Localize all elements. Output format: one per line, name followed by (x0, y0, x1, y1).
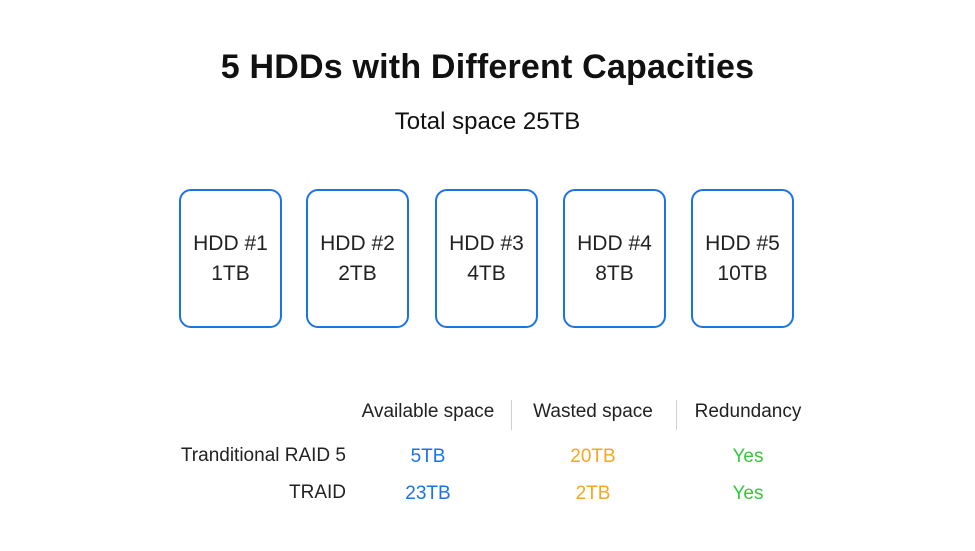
cell-wasted-space: 2TB (575, 483, 611, 504)
row-label-traid: TRAID (289, 482, 346, 503)
column-header-wasted-space: Wasted space (533, 401, 653, 422)
column-divider (511, 400, 512, 430)
hdd-capacity: 2TB (338, 261, 377, 285)
cell-available-space: 5TB (410, 446, 446, 467)
column-divider (676, 400, 677, 430)
hdd-box-1: HDD #1 1TB (179, 189, 282, 328)
hdd-box-4: HDD #4 8TB (563, 189, 666, 328)
hdd-name: HDD #5 (705, 231, 780, 255)
row-label-traditional-raid5: Tranditional RAID 5 (180, 445, 346, 466)
diagram-title: 5 HDDs with Different Capacities (220, 48, 755, 86)
cell-wasted-space: 20TB (570, 446, 616, 467)
column-header-available-space: Available space (361, 401, 495, 422)
column-header-redundancy: Redundancy (694, 401, 802, 422)
hdd-capacity: 1TB (211, 261, 250, 285)
hdd-capacity: 8TB (595, 261, 634, 285)
hdd-name: HDD #3 (449, 231, 524, 255)
hdd-name: HDD #4 (577, 231, 652, 255)
cell-available-space: 23TB (405, 483, 451, 504)
hdd-box-3: HDD #3 4TB (435, 189, 538, 328)
hdd-name: HDD #1 (193, 231, 268, 255)
hdd-capacity: 4TB (467, 261, 506, 285)
hdd-box-5: HDD #5 10TB (691, 189, 794, 328)
hdd-capacity: 10TB (717, 261, 768, 285)
total-space-subtitle: Total space 25TB (394, 108, 581, 135)
cell-redundancy: Yes (732, 446, 764, 467)
cell-redundancy: Yes (732, 483, 764, 504)
hdd-name: HDD #2 (320, 231, 395, 255)
hdd-box-2: HDD #2 2TB (306, 189, 409, 328)
